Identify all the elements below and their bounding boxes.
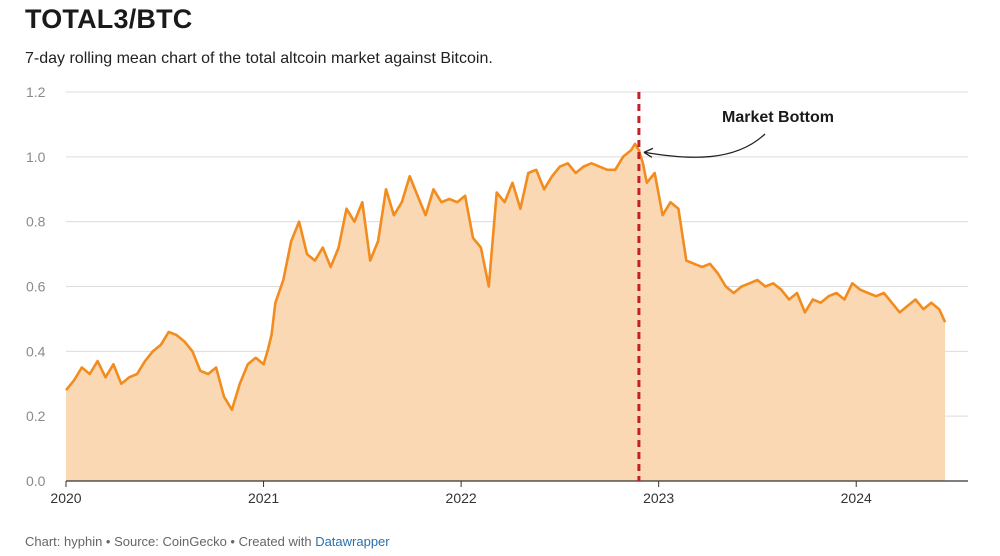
y-tick-label: 0.6 xyxy=(26,279,46,295)
annotation-arrow xyxy=(644,133,766,158)
chart-title: TOTAL3/BTC xyxy=(25,4,193,34)
x-tick-label: 2020 xyxy=(50,490,81,506)
series-line xyxy=(64,142,947,411)
x-axis-ticks: 2020 2021 2022 2023 2024 xyxy=(50,481,872,506)
y-axis-ticks: 0.0 0.2 0.4 0.6 0.8 1.0 1.2 xyxy=(26,84,46,489)
x-tick-label: 2021 xyxy=(248,490,279,506)
y-tick-label: 0.0 xyxy=(26,473,46,489)
y-tick-label: 1.2 xyxy=(26,84,46,100)
x-tick-label: 2023 xyxy=(643,490,674,506)
series-area xyxy=(66,143,946,481)
annotation-arrowhead xyxy=(643,147,654,158)
chart-footer: Chart: hyphin • Source: CoinGecko • Crea… xyxy=(25,534,390,549)
footer-credits: Chart: hyphin • Source: CoinGecko • Crea… xyxy=(25,534,316,549)
annotation-label: Market Bottom xyxy=(722,109,834,126)
datawrapper-link[interactable]: Datawrapper xyxy=(315,534,390,549)
y-tick-label: 0.4 xyxy=(26,343,46,359)
y-tick-label: 0.8 xyxy=(26,214,46,230)
chart-plot: 0.00.20.40.60.81.01.2 2020 2021 2022 2023 20… xyxy=(26,84,968,506)
y-tick-label: 1.0 xyxy=(26,149,46,165)
x-tick-label: 2022 xyxy=(446,490,477,506)
x-tick-label: 2024 xyxy=(841,490,872,506)
y-tick-label: 0.2 xyxy=(26,408,46,424)
chart-subtitle: 7-day rolling mean chart of the total al… xyxy=(25,50,493,67)
